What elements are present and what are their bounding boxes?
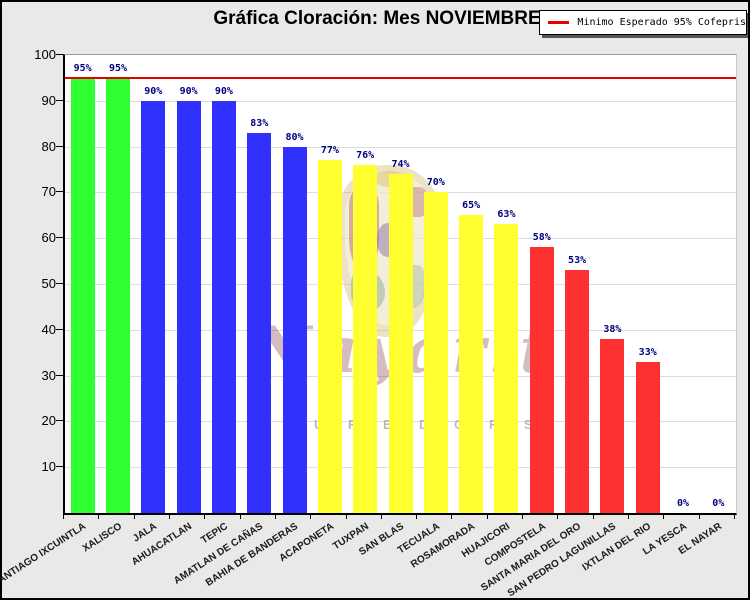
bar-value-label: 76% (356, 149, 375, 161)
x-axis-tick (274, 514, 276, 519)
bar-value-label: 80% (285, 131, 304, 143)
x-axis-tick (310, 514, 312, 519)
x-axis-tick (734, 514, 735, 519)
bar (353, 164, 378, 513)
y-axis-label: 20 (41, 413, 56, 429)
bar-value-label: 58% (532, 232, 551, 244)
bar (247, 132, 272, 513)
y-axis-tick (56, 374, 63, 376)
x-axis-tick (133, 514, 135, 519)
y-axis-tick (56, 191, 63, 193)
y-axis-label: 60 (41, 230, 56, 246)
bar-value-label: 95% (108, 62, 127, 74)
x-axis-tick (204, 514, 206, 519)
bar-value-label: 95% (73, 62, 92, 74)
bar-value-label: 74% (391, 159, 410, 171)
bar (141, 100, 166, 513)
x-axis-tick (416, 514, 418, 519)
bar (600, 338, 625, 513)
bar-value-label: 77% (320, 145, 339, 157)
x-axis-tick (380, 514, 382, 519)
x-axis-tick (451, 514, 453, 519)
bar-value-label: 70% (426, 177, 445, 189)
bar-value-label: 90% (179, 85, 198, 97)
y-axis-label: 30 (41, 367, 56, 383)
bar-value-label: 83% (250, 117, 269, 129)
bar-value-label: 0% (712, 498, 725, 509)
y-axis-tick (56, 420, 63, 422)
x-axis-tick (663, 514, 665, 519)
bar-value-label: 63% (497, 209, 516, 221)
y-axis-label: 40 (41, 321, 56, 337)
x-axis-tick (557, 514, 559, 519)
y-axis-tick (56, 99, 63, 101)
bar-value-label: 53% (568, 255, 587, 267)
x-axis-tick (628, 514, 630, 519)
bar (176, 100, 201, 513)
y-axis-tick (56, 237, 63, 239)
bar (565, 270, 590, 513)
y-axis-tick (56, 145, 63, 147)
y-axis-label: 50 (41, 276, 56, 291)
bar (105, 77, 130, 513)
y-axis-label: 70 (41, 184, 56, 200)
bar-value-label: 90% (214, 85, 233, 97)
gridline (65, 100, 736, 102)
x-axis-tick (698, 514, 700, 519)
x-axis-tick (522, 514, 524, 519)
legend: Minimo Esperado 95% Cofepris (539, 10, 747, 35)
bar (459, 215, 484, 513)
y-axis-tick (56, 54, 63, 55)
bar-value-label: 38% (603, 323, 622, 335)
bar (388, 174, 413, 513)
y-axis-label: 100 (34, 47, 56, 62)
plot-area: Nayarit URAEADCOROSO 95%95%90%90%90%83%8… (63, 54, 737, 515)
bar (70, 77, 95, 513)
x-axis-tick (63, 514, 64, 519)
gridline (65, 146, 736, 148)
y-axis-tick (56, 283, 63, 284)
y-axis-tick (56, 466, 63, 468)
x-axis-tick (592, 514, 594, 519)
bar (211, 100, 236, 513)
bar (635, 361, 660, 513)
bar (317, 160, 342, 513)
bar-value-label: 33% (638, 346, 657, 358)
x-axis-tick (168, 514, 170, 519)
bar-value-label: 90% (144, 85, 163, 97)
bar-value-label: 0% (676, 498, 690, 509)
bar (529, 247, 554, 513)
x-axis-tick (486, 514, 488, 519)
legend-label: Minimo Esperado 95% Cofepris (577, 17, 746, 28)
bar-value-label: 65% (462, 200, 481, 212)
bar (282, 146, 307, 513)
y-axis-label: 90 (41, 92, 56, 108)
y-axis-tick (56, 328, 63, 330)
legend-line-icon (548, 21, 570, 24)
x-axis-tick (345, 514, 347, 519)
x-axis-tick (98, 514, 100, 519)
bar (494, 224, 519, 513)
bar (423, 192, 448, 513)
x-axis-tick (239, 514, 241, 519)
y-axis-label: 80 (41, 138, 56, 154)
y-axis-label: 10 (41, 459, 56, 475)
chart-title: Gráfica Cloración: Mes NOVIEMBRE (213, 8, 541, 29)
threshold-line (65, 76, 736, 79)
